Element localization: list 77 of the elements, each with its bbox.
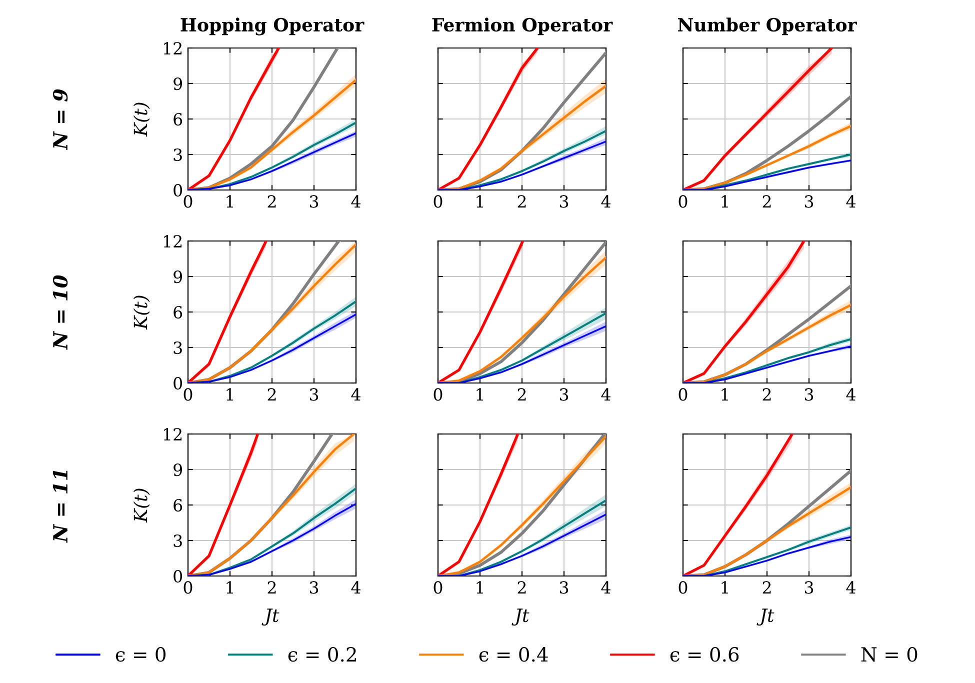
x-tick-label: 4 (351, 195, 360, 208)
chart-title: Hopping Operator (180, 18, 364, 36)
x-tick-label: 2 (268, 195, 276, 208)
x-axis-title: Jt (756, 608, 774, 626)
y-tick-label: 9 (174, 77, 182, 90)
y-tick-label: 12 (164, 234, 182, 248)
x-tick-label: 1 (226, 581, 233, 594)
x-tick-label: 4 (351, 388, 360, 401)
y-tick-label: 6 (174, 306, 182, 319)
y-tick-label: 3 (174, 148, 182, 162)
chart-title: Number Operator (678, 18, 857, 36)
text: N = 11 (52, 470, 68, 543)
y-tick-label: 12 (164, 42, 182, 54)
legend-label: ϵ = 0.6 (670, 647, 739, 662)
y-tick-label: 6 (174, 498, 182, 512)
x-tick-label: 2 (518, 581, 526, 594)
x-tick-label: 3 (804, 581, 814, 594)
y-axis-title: K(t) (133, 102, 150, 137)
x-tick-label: 0 (434, 388, 442, 401)
y-tick-label: 0 (174, 376, 182, 390)
x-tick-label: 2 (762, 581, 771, 594)
chart-title: Fermion Operator (432, 18, 613, 36)
y-tick-label: 0 (174, 570, 182, 583)
x-tick-label: 0 (184, 388, 192, 401)
x-tick-label: 1 (476, 195, 483, 208)
x-tick-label: 1 (476, 388, 483, 401)
x-tick-label: 0 (678, 388, 688, 401)
y-tick-label: 0 (174, 184, 182, 197)
x-tick-label: 1 (226, 388, 233, 401)
y-tick-label: 3 (174, 341, 182, 354)
text: N = 10 (52, 275, 68, 350)
x-tick-label: 4 (601, 195, 610, 208)
y-tick-label: 12 (164, 428, 182, 440)
x-tick-label: 4 (351, 581, 360, 594)
x-tick-label: 2 (268, 388, 276, 401)
x-tick-label: 1 (722, 195, 728, 208)
y-tick-label: 6 (174, 112, 182, 126)
x-tick-label: 3 (310, 195, 318, 208)
x-tick-label: 2 (762, 388, 771, 401)
x-tick-label: 1 (722, 581, 728, 594)
x-tick-label: 0 (678, 581, 688, 594)
x-tick-label: 2 (518, 388, 526, 401)
x-tick-label: 3 (310, 581, 318, 594)
x-tick-label: 0 (678, 195, 688, 208)
x-tick-label: 3 (804, 388, 814, 401)
x-tick-label: 1 (722, 388, 728, 401)
x-tick-label: 3 (804, 195, 814, 208)
x-tick-label: 2 (762, 195, 771, 208)
y-tick-label: 3 (174, 534, 182, 548)
x-tick-label: 4 (601, 581, 610, 594)
x-tick-label: 2 (268, 581, 276, 594)
x-tick-label: 0 (434, 581, 442, 594)
legend-label: N = 0 (861, 647, 918, 662)
x-tick-label: 3 (310, 388, 318, 401)
x-tick-label: 0 (434, 195, 442, 208)
y-tick-label: 9 (174, 270, 182, 284)
x-tick-label: 4 (846, 388, 856, 401)
x-tick-label: 3 (560, 195, 568, 208)
y-tick-label: 9 (174, 463, 182, 476)
text: N = 9 (52, 89, 68, 150)
x-tick-label: 4 (846, 195, 856, 208)
legend-label: ϵ = 0.2 (288, 647, 356, 662)
x-tick-label: 4 (601, 388, 610, 401)
legend-label: ϵ = 0.4 (479, 647, 548, 662)
x-tick-label: 1 (226, 195, 233, 208)
x-tick-label: 3 (560, 388, 568, 401)
x-tick-label: 3 (560, 581, 568, 594)
x-tick-label: 4 (846, 581, 856, 594)
x-tick-label: 2 (518, 195, 526, 208)
x-tick-label: 0 (184, 195, 192, 208)
x-tick-label: 0 (184, 581, 192, 594)
x-axis-title: Jt (262, 608, 280, 626)
x-tick-label: 1 (476, 581, 483, 594)
y-axis-title: K(t) (133, 488, 150, 523)
y-axis-title: K(t) (133, 296, 150, 330)
legend-label: ϵ = 0 (116, 647, 166, 662)
x-axis-title: Jt (512, 608, 530, 626)
